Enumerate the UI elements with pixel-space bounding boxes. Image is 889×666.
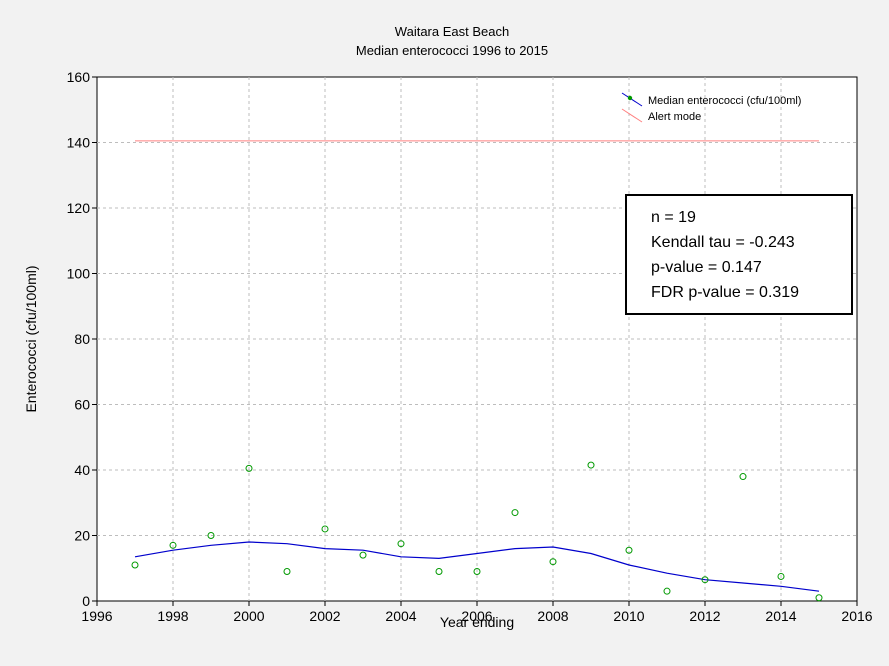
legend-alert-label: Alert mode (648, 111, 701, 123)
data-point (321, 525, 329, 533)
y-tick-label: 160 (67, 69, 91, 85)
data-point (245, 464, 253, 472)
x-tick-label: 1996 (81, 608, 112, 624)
x-tick-label: 1998 (157, 608, 188, 624)
y-tick-label: 0 (82, 593, 90, 609)
legend-median-label: Median enterococci (cfu/100ml) (648, 95, 801, 107)
y-tick-label: 20 (74, 528, 90, 544)
legend-median-marker (627, 95, 633, 101)
stats-box-frame (625, 194, 853, 315)
x-tick-label: 2014 (765, 608, 796, 624)
points-layer (131, 461, 823, 602)
data-point (663, 587, 671, 595)
legend: Median enterococci (cfu/100ml) Alert mod… (621, 92, 801, 123)
legend-alert-line (621, 108, 643, 123)
x-axis-label: Year ending (440, 614, 514, 630)
x-tick-label: 2010 (613, 608, 644, 624)
x-tick-label: 2002 (309, 608, 340, 624)
y-axis-label: Enterococci (cfu/100ml) (23, 265, 39, 412)
y-tick-label: 120 (67, 200, 91, 216)
stats-box: n = 19 Kendall tau = -0.243 p-value = 0.… (625, 194, 853, 315)
data-point (473, 568, 481, 576)
smooth-line-layer (134, 541, 820, 592)
data-point (283, 568, 291, 576)
x-tick-label: 2012 (689, 608, 720, 624)
grid (97, 77, 857, 601)
y-axis-ticks: 0 20 40 60 80 100 120 140 160 (67, 69, 97, 609)
x-tick-label: 2008 (537, 608, 568, 624)
stats-p-value: p-value = 0.147 (651, 259, 762, 276)
data-point (397, 540, 405, 548)
y-tick-label: 140 (67, 135, 91, 151)
stats-kendall-tau: Kendall tau = -0.243 (651, 234, 795, 251)
chart-subtitle: Median enterococci 1996 to 2015 (356, 43, 548, 58)
median-smooth-line (134, 541, 820, 592)
y-tick-label: 60 (74, 397, 90, 413)
data-point (739, 473, 747, 481)
stats-fdr-p-value: FDR p-value = 0.319 (651, 284, 799, 301)
data-point (359, 551, 367, 559)
data-point (777, 572, 785, 580)
chart-title: Waitara East Beach (395, 24, 509, 39)
y-tick-label: 40 (74, 462, 90, 478)
data-point (511, 509, 519, 517)
x-tick-label: 2004 (385, 608, 416, 624)
y-tick-label: 80 (74, 331, 90, 347)
data-point (587, 461, 595, 469)
data-point (549, 558, 557, 566)
data-point (207, 532, 215, 539)
data-point (625, 546, 633, 554)
x-tick-label: 2000 (233, 608, 264, 624)
data-point (169, 541, 177, 549)
data-point (435, 568, 443, 576)
data-point (815, 594, 823, 602)
data-point (701, 576, 709, 584)
stats-n: n = 19 (651, 209, 696, 226)
x-tick-label: 2016 (841, 608, 872, 624)
x-axis-ticks: 1996 1998 2000 2002 2004 2006 2008 2010 2012 2014… (81, 601, 873, 624)
data-point (131, 561, 139, 569)
y-tick-label: 100 (67, 266, 91, 282)
x-tick-label: 2006 (461, 608, 492, 624)
legend-median-line (621, 92, 643, 107)
